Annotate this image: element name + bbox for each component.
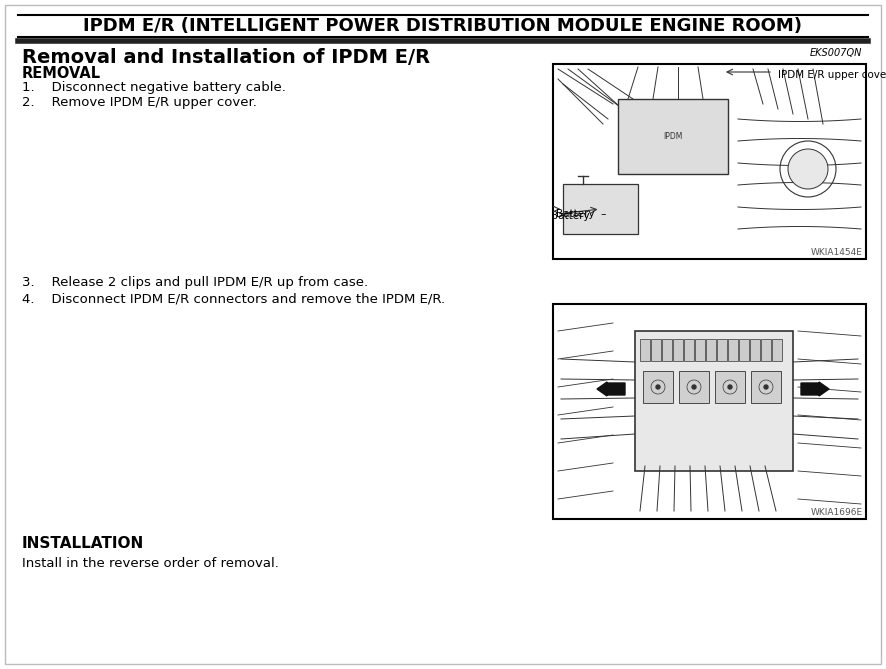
Bar bbox=[651, 339, 661, 361]
Bar bbox=[739, 339, 749, 361]
Bar bbox=[563, 184, 638, 234]
Circle shape bbox=[764, 385, 768, 389]
Text: INSTALLATION: INSTALLATION bbox=[22, 536, 144, 551]
Text: Removal and Installation of IPDM E/R: Removal and Installation of IPDM E/R bbox=[22, 48, 430, 67]
Bar bbox=[750, 339, 760, 361]
Bar bbox=[706, 339, 716, 361]
Bar bbox=[717, 339, 727, 361]
Bar bbox=[640, 339, 650, 361]
Bar bbox=[553, 304, 866, 519]
Text: Install in the reverse order of removal.: Install in the reverse order of removal. bbox=[22, 557, 279, 570]
Bar bbox=[618, 99, 728, 174]
Bar bbox=[673, 339, 683, 361]
Bar bbox=[772, 339, 782, 361]
Bar bbox=[715, 371, 745, 403]
Text: WKIA1454E: WKIA1454E bbox=[811, 248, 863, 257]
Text: Battery  –: Battery – bbox=[556, 209, 606, 219]
Bar bbox=[761, 339, 771, 361]
Text: EKS007QN: EKS007QN bbox=[810, 48, 862, 58]
Bar bbox=[553, 64, 866, 259]
Text: WKIA1696E: WKIA1696E bbox=[811, 508, 863, 517]
Text: 4.    Disconnect IPDM E/R connectors and remove the IPDM E/R.: 4. Disconnect IPDM E/R connectors and re… bbox=[22, 293, 445, 306]
Text: 3.    Release 2 clips and pull IPDM E/R up from case.: 3. Release 2 clips and pull IPDM E/R up … bbox=[22, 276, 368, 289]
Bar bbox=[751, 371, 781, 403]
Text: REMOVAL: REMOVAL bbox=[22, 66, 101, 81]
Bar bbox=[635, 331, 793, 471]
Bar bbox=[695, 339, 705, 361]
Circle shape bbox=[656, 385, 660, 389]
Text: Battery: Battery bbox=[551, 211, 589, 221]
Bar bbox=[684, 339, 694, 361]
Bar bbox=[728, 339, 738, 361]
Text: IPDM: IPDM bbox=[664, 132, 683, 141]
Text: IPDM E/R upper cover: IPDM E/R upper cover bbox=[778, 70, 886, 80]
Bar bbox=[643, 371, 673, 403]
Circle shape bbox=[728, 385, 732, 389]
Text: 2.    Remove IPDM E/R upper cover.: 2. Remove IPDM E/R upper cover. bbox=[22, 96, 257, 109]
Circle shape bbox=[692, 385, 696, 389]
Bar bbox=[662, 339, 672, 361]
Text: 1.    Disconnect negative battery cable.: 1. Disconnect negative battery cable. bbox=[22, 81, 286, 94]
Text: IPDM E/R (INTELLIGENT POWER DISTRIBUTION MODULE ENGINE ROOM): IPDM E/R (INTELLIGENT POWER DISTRIBUTION… bbox=[83, 17, 803, 35]
FancyArrow shape bbox=[801, 382, 829, 396]
Bar bbox=[679, 371, 709, 403]
FancyArrow shape bbox=[597, 382, 625, 396]
Circle shape bbox=[788, 149, 828, 189]
